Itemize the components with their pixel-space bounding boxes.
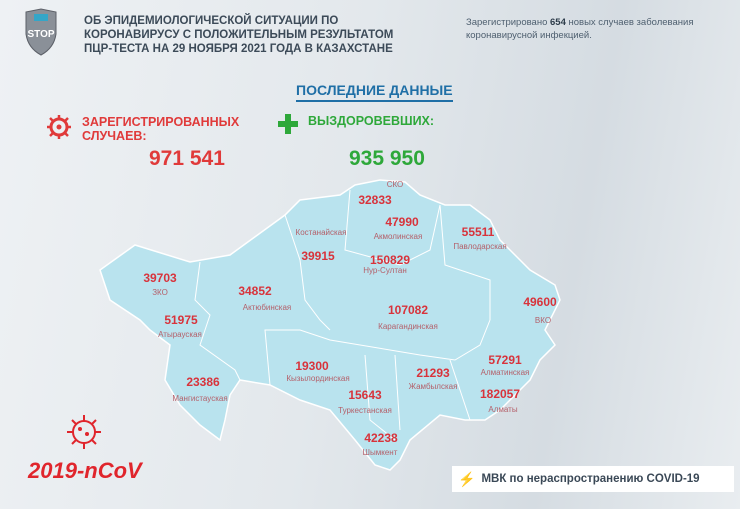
region-value: 51975	[164, 313, 198, 327]
recovered-label: ВЫЗДОРОВЕВШИХ:	[308, 114, 435, 128]
region-value: 39915	[301, 249, 335, 263]
latest-data-heading: ПОСЛЕДНИЕ ДАННЫЕ	[296, 82, 453, 102]
region-name: Нур-Султан	[363, 266, 407, 275]
region-name: Павлодарская	[453, 242, 507, 251]
region-value: 42238	[364, 431, 398, 445]
region-value: 15643	[348, 388, 382, 402]
recovered-value: 935 950	[349, 147, 425, 170]
region-value: 23386	[186, 375, 220, 389]
region-value: 47990	[385, 215, 419, 229]
region-value: 57291	[488, 353, 522, 367]
region-name: Кызылординская	[286, 374, 350, 383]
region-name: Атырауская	[158, 330, 202, 339]
new-cases-note: Зарегистрировано 654 новых случаев забол…	[466, 17, 694, 41]
region-name: ЗКО	[152, 288, 168, 297]
region-name: Карагандинская	[378, 322, 438, 331]
org-name: МВК по нераспространению COVID-19	[481, 473, 700, 485]
region-value: 55511	[461, 225, 495, 239]
svg-text:STOP: STOP	[27, 29, 54, 40]
registered-label: ЗАРЕГИСТРИРОВАННЫХ СЛУЧАЕВ:	[82, 115, 240, 143]
region-name: Алматинская	[480, 368, 530, 377]
region-name: Жамбылская	[408, 382, 458, 391]
region-value: 21293	[416, 366, 450, 380]
registered-value: 971 541	[149, 147, 225, 170]
region-value: 32833	[358, 193, 392, 207]
region-name: Актюбинская	[242, 303, 292, 312]
lightning-icon: ⚡	[458, 470, 476, 487]
region-value: 49600	[523, 295, 557, 309]
region-name: Мангистауская	[172, 394, 228, 403]
page-title: ОБ ЭПИДЕМИОЛОГИЧЕСКОЙ СИТУАЦИИ ПО КОРОНАВ…	[84, 15, 394, 55]
stop-logo: STOP	[24, 8, 58, 56]
region-name: Алматы	[488, 405, 518, 414]
region-name: Акмолинская	[373, 232, 423, 241]
region-name: Костанайская	[295, 228, 347, 237]
region-value: 150829	[369, 253, 411, 267]
virus-icon	[46, 114, 72, 145]
coronavirus-icon	[66, 414, 102, 455]
region-name: Шымкент	[362, 448, 398, 457]
region-name: СКО	[386, 180, 404, 189]
plus-icon	[278, 114, 298, 134]
region-value: 19300	[295, 359, 329, 373]
region-value: 34852	[238, 284, 272, 298]
ncov-label: 2019-nCoV	[28, 458, 142, 483]
region-value: 39703	[143, 271, 177, 285]
region-value: 182057	[479, 387, 521, 401]
region-value: 107082	[387, 303, 429, 317]
footer-org-bar: ⚡ МВК по нераспространению COVID-19	[452, 466, 734, 492]
region-name: Туркестанская	[338, 406, 392, 415]
region-name: ВКО	[534, 316, 552, 325]
